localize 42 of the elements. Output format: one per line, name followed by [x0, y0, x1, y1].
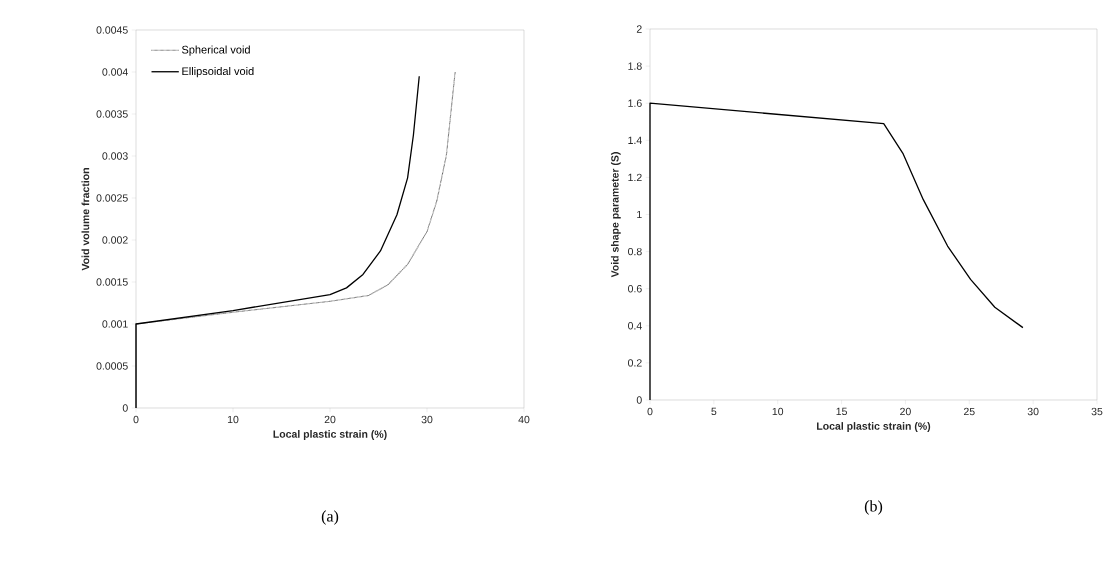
x-tick-label: 0 [647, 407, 653, 416]
text: (b) [864, 500, 883, 515]
y-tick-label: 2 [636, 25, 642, 33]
line-series [649, 102, 1024, 401]
y-tick-label: 0.002 [102, 236, 128, 244]
x-tick-label: 5 [711, 407, 717, 416]
x-tick-label: 30 [421, 415, 433, 424]
y-tick-label: 1.8 [628, 62, 642, 70]
y-tick-label: 1.4 [628, 136, 642, 144]
y-tick-label: 0.2 [628, 359, 642, 367]
y-tick-label: 0.0005 [96, 362, 128, 370]
y-axis-title: Void volume fraction [81, 168, 90, 271]
x-tick-label: 30 [1027, 407, 1039, 416]
y-tick-label: 1 [637, 210, 642, 219]
y-tick-label: 0.0015 [96, 278, 128, 286]
y-tick-label: 0.8 [628, 247, 642, 256]
y-tick-label: 0.6 [628, 284, 642, 293]
y-tick-label: 0.0045 [96, 26, 128, 34]
x-axis-title: Local plastic strain (%) [273, 430, 387, 440]
x-tick-label: 10 [227, 415, 239, 424]
legend-label: Spherical void [181, 45, 250, 56]
x-tick-label: 25 [963, 407, 975, 416]
y-tick-label: 1.6 [628, 99, 642, 107]
x-tick-label: 40 [518, 415, 530, 424]
legend-label: Ellipsoidal void [182, 67, 254, 78]
x-tick-label: 10 [772, 407, 784, 416]
x-tick-label: 20 [900, 407, 911, 416]
x-tick-label: 35 [1091, 407, 1103, 416]
y-axis-title: Void shape parameter (S) [610, 152, 621, 278]
x-axis-title: Local plastic strain (%) [817, 422, 931, 432]
y-tick-label: 0.003 [102, 152, 128, 160]
text: (a) [321, 510, 339, 525]
y-tick-label: 0.001 [102, 320, 128, 328]
x-tick-label: 15 [836, 407, 847, 416]
y-tick-label: 0.0025 [96, 194, 128, 202]
x-tick-label: 20 [324, 415, 336, 424]
y-tick-label: 0 [636, 396, 642, 404]
x-tick-label: 0 [133, 415, 139, 424]
y-tick-label: 1.2 [628, 173, 642, 182]
y-tick-label: 0.4 [628, 322, 642, 330]
y-tick-label: 0.0035 [96, 110, 128, 118]
y-tick-label: 0.004 [102, 68, 128, 76]
